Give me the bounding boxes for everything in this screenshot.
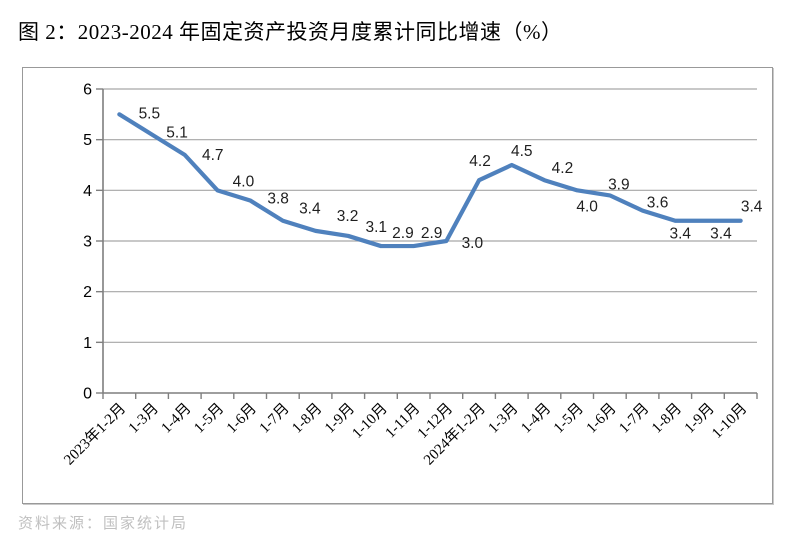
y-axis-labels: 0 1 2 3 4 5 6 [83, 82, 92, 403]
data-label: 4.2 [552, 160, 574, 177]
y-tick-label: 3 [83, 234, 92, 251]
y-tick-label: 0 [83, 386, 92, 403]
data-label: 3.4 [669, 226, 691, 243]
x-axis-labels: 2023年1-2月1-3月1-4月1-5月1-6月1-7月1-8月1-9月1-1… [61, 400, 751, 469]
x-tick-label: 1-5月 [551, 401, 587, 437]
line-chart: 01234562023年1-2月1-3月1-4月1-5月1-6月1-7月1-8月… [61, 82, 763, 469]
x-tick-label: 1-10月 [349, 401, 390, 442]
series-line [117, 112, 743, 249]
x-tick-label: 1-4月 [518, 401, 554, 437]
x-tick-label-group: 1-6月 [584, 401, 620, 437]
x-tick-label: 1-8月 [289, 401, 325, 437]
data-label: 3.2 [337, 208, 359, 225]
x-tick-label-group: 1-7月 [257, 401, 293, 437]
x-tick-label-group: 1-10月 [349, 401, 390, 442]
data-label: 5.1 [166, 125, 188, 142]
x-tick-label: 1-5月 [191, 401, 227, 437]
data-label: 3.4 [741, 199, 763, 216]
chart-title: 图 2：2023-2024 年固定资产投资月度累计同比增速（%） [18, 20, 563, 44]
source-note: 资料来源：国家统计局 [18, 516, 189, 532]
data-labels: 5.5 5.1 4.7 4.0 3.8 3.4 3.2 3.1 2.9 2.9 3.0 4.2 4.5 4… [139, 105, 763, 252]
x-tick-label: 1-7月 [257, 401, 293, 437]
data-label: 2.9 [392, 225, 414, 242]
x-tick-label: 1-4月 [159, 401, 195, 437]
y-tick-label: 5 [83, 132, 92, 149]
chart-frame: 0 1 2 3 4 5 6 2023年1-2月 1-3月 1-4月 1-5月 1-6月 1-7月 1-8月… [22, 67, 773, 504]
x-tick-label: 1-8月 [649, 401, 685, 437]
data-label: 3.9 [608, 176, 630, 193]
x-tick-label-group: 1-7月 [616, 401, 652, 437]
x-tick-label-group: 1-5月 [191, 401, 227, 437]
x-tick-label-group: 1-8月 [289, 401, 325, 437]
x-tick-label-group: 1-6月 [224, 401, 260, 437]
x-tick-label-group: 1-5月 [551, 401, 587, 437]
y-tick-label: 6 [83, 82, 92, 99]
data-label: 3.0 [462, 235, 484, 252]
x-tick-label-group: 1-10月 [709, 401, 750, 442]
gridlines [103, 88, 757, 343]
x-tick-label-group: 1-4月 [159, 401, 195, 437]
data-label: 3.4 [710, 226, 732, 243]
data-label: 4.2 [469, 153, 491, 170]
x-tick-label-group: 1-3月 [126, 401, 162, 437]
x-tick-label: 1-3月 [126, 401, 162, 437]
x-tick-label-group: 1-8月 [649, 401, 685, 437]
data-label: 3.1 [365, 219, 387, 236]
y-tick-label: 4 [83, 183, 92, 200]
x-tick-label-group: 1-4月 [518, 401, 554, 437]
x-tick-label: 1-3月 [486, 401, 522, 437]
x-tick-label: 1-11月 [382, 401, 423, 442]
y-tick-label: 1 [83, 335, 92, 352]
data-label: 4.7 [202, 147, 224, 164]
x-tick-label: 1-10月 [709, 401, 750, 442]
data-label: 3.8 [267, 190, 289, 207]
data-label: 3.4 [299, 201, 321, 218]
x-tick-label: 1-6月 [224, 401, 260, 437]
x-tick-label: 1-6月 [584, 401, 620, 437]
data-label: 5.5 [139, 105, 161, 122]
x-tick-label-group: 1-11月 [382, 401, 423, 442]
axes [96, 88, 758, 399]
data-label: 4.5 [511, 143, 533, 160]
data-label: 4.0 [233, 173, 255, 190]
x-tick-label: 2023年1-2月 [61, 400, 130, 469]
data-label: 4.0 [576, 198, 598, 215]
x-tick-label-group: 1-3月 [486, 401, 522, 437]
data-label: 3.6 [647, 195, 669, 212]
x-tick-label-group: 2023年1-2月 [61, 400, 130, 469]
data-label: 2.9 [421, 225, 443, 242]
x-tick-label: 1-7月 [616, 401, 652, 437]
y-tick-label: 2 [83, 284, 92, 301]
